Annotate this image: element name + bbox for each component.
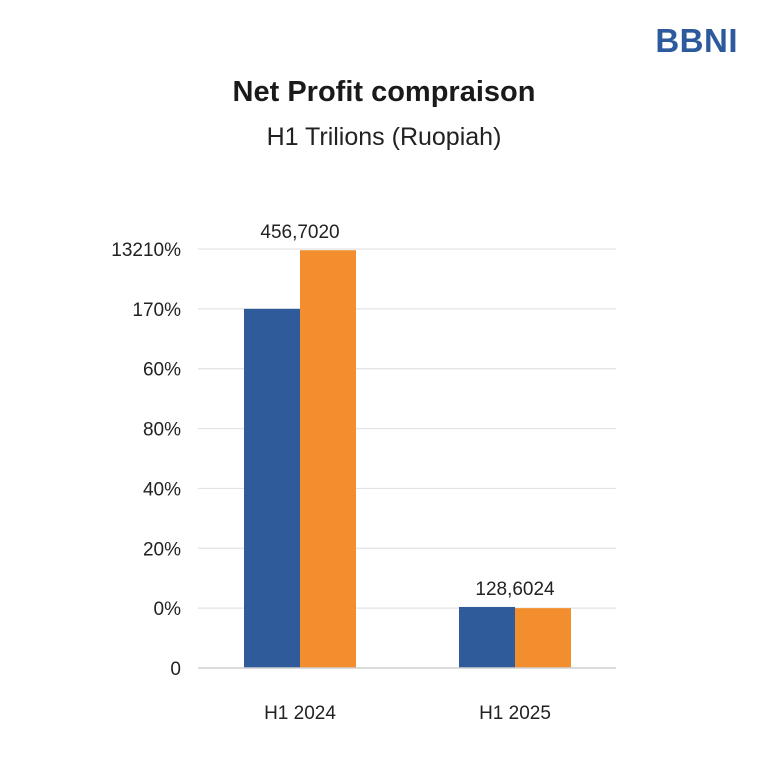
labels: 0 0% 20% 40% 80% 60% 170% 13210% H1 2024 H1 2025 4… bbox=[111, 222, 555, 724]
y-tick-label: 60% bbox=[143, 360, 181, 381]
chart-title: Net Profit compraison bbox=[232, 76, 536, 108]
y-tick-label: 13210% bbox=[111, 240, 181, 261]
y-tick-label: 40% bbox=[143, 479, 181, 500]
chart-subtitle: H1 Trilions (Ruopiah) bbox=[266, 123, 502, 151]
bar-1-2 bbox=[459, 606, 515, 668]
x-category-label: H1 2024 bbox=[264, 703, 336, 724]
y-tick-label: 170% bbox=[132, 300, 181, 321]
bars bbox=[244, 250, 571, 668]
data-label: 456,7020 bbox=[260, 222, 339, 243]
y-tick-label: 0 bbox=[170, 659, 181, 680]
y-tick-label: 80% bbox=[143, 420, 181, 441]
brand-logo: BBNI bbox=[655, 22, 738, 59]
y-tick-label: 20% bbox=[143, 539, 181, 560]
bar-2-2 bbox=[515, 608, 571, 668]
data-label: 128,6024 bbox=[475, 579, 555, 600]
bar-2-1 bbox=[300, 250, 356, 668]
y-tick-label: 0% bbox=[154, 599, 182, 620]
bar-1-1 bbox=[244, 308, 300, 668]
x-category-label: H1 2025 bbox=[479, 703, 551, 724]
